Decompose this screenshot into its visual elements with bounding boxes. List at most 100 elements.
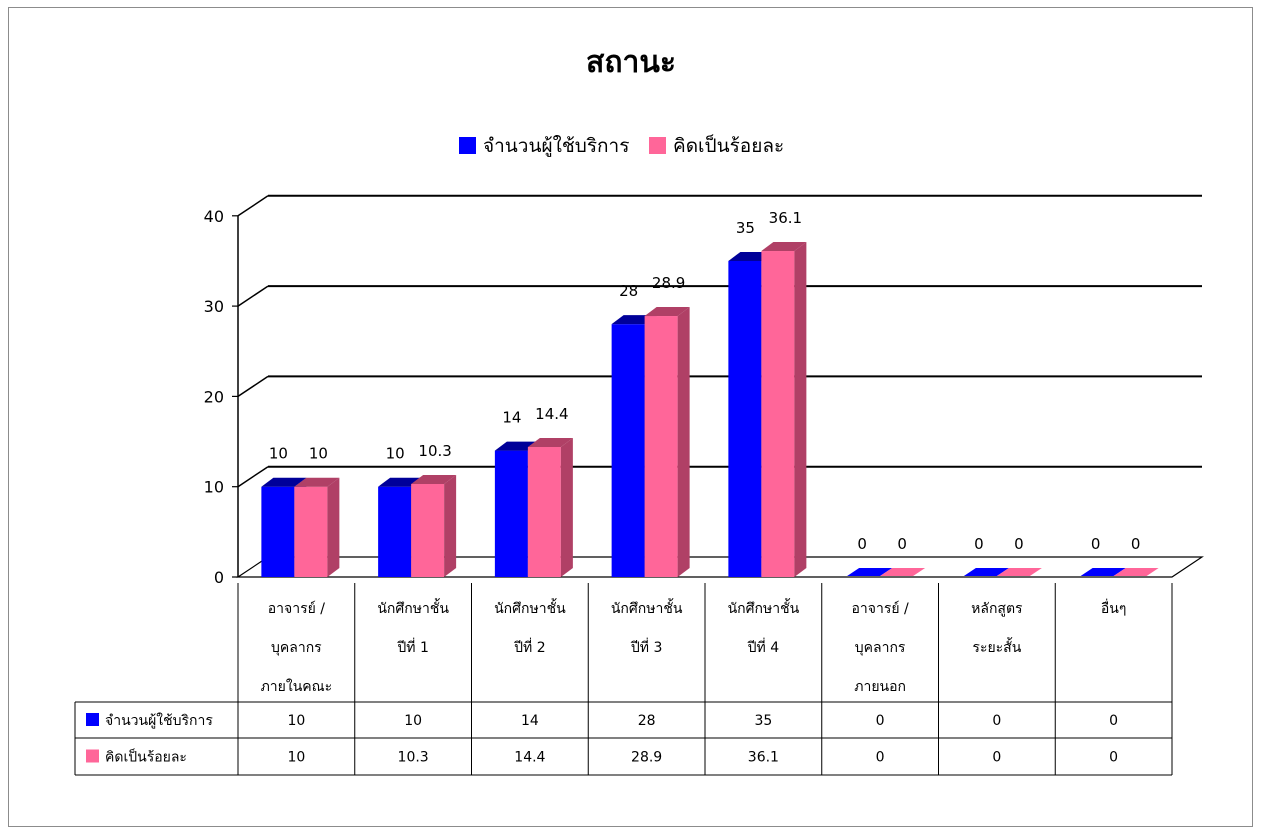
category-label: นักศึกษาชั้น bbox=[728, 598, 800, 617]
data-label: 0 bbox=[1091, 535, 1101, 553]
bar bbox=[1080, 568, 1126, 576]
data-label: 10 bbox=[269, 445, 288, 463]
data-label: 14 bbox=[502, 409, 521, 427]
category-label: หลักสูตร bbox=[971, 601, 1023, 617]
category-label: นักศึกษาชั้น bbox=[377, 598, 449, 617]
category-label: อื่นๆ bbox=[1101, 599, 1127, 617]
data-label: 10.3 bbox=[418, 442, 451, 460]
data-label: 0 bbox=[857, 535, 867, 553]
data-label: 14.4 bbox=[535, 405, 568, 423]
table-cell: 28 bbox=[638, 713, 656, 729]
table-cell: 35 bbox=[754, 713, 772, 729]
bar-top bbox=[527, 437, 573, 447]
category-label: ภายในคณะ bbox=[261, 678, 333, 695]
bar-chart: สถานะ จำนวนผู้ใช้บริการ คิดเป็นร้อยละ 010… bbox=[74, 45, 1204, 776]
table-cell: 10 bbox=[287, 750, 305, 766]
bar bbox=[494, 450, 528, 577]
bar bbox=[996, 568, 1042, 576]
gridline-depth bbox=[237, 195, 269, 217]
table-cell: 0 bbox=[1109, 713, 1118, 729]
bar bbox=[294, 486, 328, 577]
y-tick-label: 20 bbox=[204, 387, 224, 406]
y-tick-label: 10 bbox=[204, 478, 224, 497]
floor bbox=[236, 556, 1204, 578]
legend: จำนวนผู้ใช้บริการ คิดเป็นร้อยละ bbox=[459, 133, 784, 157]
bar-side bbox=[327, 477, 340, 577]
category-label: ปีที่ 3 bbox=[630, 638, 662, 656]
gridline-depth bbox=[237, 375, 269, 398]
table-cell: 14.4 bbox=[514, 750, 545, 766]
table-cell: 10 bbox=[287, 713, 305, 729]
category-label: นักศึกษาชั้น bbox=[611, 598, 683, 617]
bar-side bbox=[677, 307, 690, 577]
gridline-depth bbox=[237, 466, 269, 488]
table-cell: 14 bbox=[521, 713, 539, 729]
bar bbox=[761, 251, 795, 577]
table-cell: 0 bbox=[876, 750, 885, 766]
data-label: 28 bbox=[619, 282, 638, 300]
table-cell: 0 bbox=[992, 713, 1001, 729]
gridline-depth bbox=[237, 285, 269, 307]
table-cell: 10 bbox=[404, 713, 422, 729]
bar-side bbox=[794, 242, 807, 577]
data-label: 0 bbox=[1131, 535, 1141, 553]
category-label: บุคลากร bbox=[271, 640, 322, 656]
bar bbox=[963, 568, 1009, 576]
bars bbox=[261, 242, 1159, 577]
bar bbox=[728, 260, 762, 577]
data-label: 35 bbox=[736, 219, 755, 237]
data-label: 0 bbox=[897, 535, 907, 553]
bar-top bbox=[294, 477, 340, 487]
row-legend-swatch bbox=[86, 749, 99, 763]
bar-side bbox=[560, 437, 573, 577]
table-cell: 0 bbox=[1109, 750, 1118, 766]
data-label: 28.9 bbox=[652, 274, 685, 292]
data-label: 10 bbox=[309, 445, 328, 463]
category-label: ปีที่ 1 bbox=[397, 638, 429, 656]
bar-side bbox=[444, 474, 457, 577]
category-label: ภายนอก bbox=[854, 679, 906, 695]
legend-swatch bbox=[459, 137, 476, 154]
data-label: 0 bbox=[1014, 535, 1024, 553]
bar-top bbox=[261, 477, 307, 487]
row-label: จำนวนผู้ใช้บริการ bbox=[105, 712, 213, 729]
data-label: 36.1 bbox=[769, 209, 802, 227]
bar-top bbox=[411, 474, 457, 484]
bar-top bbox=[644, 307, 690, 317]
category-label: นักศึกษาชั้น bbox=[494, 598, 566, 617]
category-label: ปีที่ 2 bbox=[514, 638, 546, 656]
category-label: บุคลากร bbox=[855, 640, 906, 656]
legend-swatch bbox=[649, 137, 666, 154]
table-cell: 28.9 bbox=[631, 750, 662, 766]
bar bbox=[1113, 568, 1159, 576]
table-cell: 0 bbox=[992, 750, 1001, 766]
bar-top bbox=[761, 242, 807, 252]
y-tick-label: 30 bbox=[204, 297, 224, 316]
bar bbox=[611, 324, 645, 577]
bar bbox=[644, 316, 678, 577]
data-labels: 10 10 10 10.3 14 14.4 28 28.9 35 36.1 0 0 0 0 0 0 bbox=[269, 209, 1141, 553]
table-cell: 10.3 bbox=[398, 750, 429, 766]
chart-title: สถานะ bbox=[586, 45, 676, 80]
category-label: ระยะสั้น bbox=[972, 637, 1021, 656]
category-label: อาจารย์ / bbox=[852, 600, 910, 617]
category-label: ปีที่ 4 bbox=[747, 638, 779, 656]
legend-label: จำนวนผู้ใช้บริการ bbox=[483, 135, 629, 157]
table-cell: 36.1 bbox=[748, 750, 779, 766]
bar bbox=[411, 483, 445, 577]
y-tick-label: 0 bbox=[214, 568, 224, 587]
bar bbox=[261, 486, 295, 577]
bar bbox=[847, 568, 893, 576]
row-label: คิดเป็นร้อยละ bbox=[105, 748, 187, 766]
data-label: 0 bbox=[974, 535, 984, 553]
bar bbox=[378, 486, 412, 577]
y-tick-label: 40 bbox=[204, 207, 224, 226]
data-label: 10 bbox=[386, 445, 405, 463]
y-axis: 0 10 20 30 40 bbox=[204, 207, 239, 587]
table-cell: 0 bbox=[876, 713, 885, 729]
legend-label: คิดเป็นร้อยละ bbox=[673, 133, 784, 157]
row-legend-swatch bbox=[86, 713, 99, 726]
category-label: อาจารย์ / bbox=[268, 600, 326, 617]
bar bbox=[527, 446, 561, 577]
